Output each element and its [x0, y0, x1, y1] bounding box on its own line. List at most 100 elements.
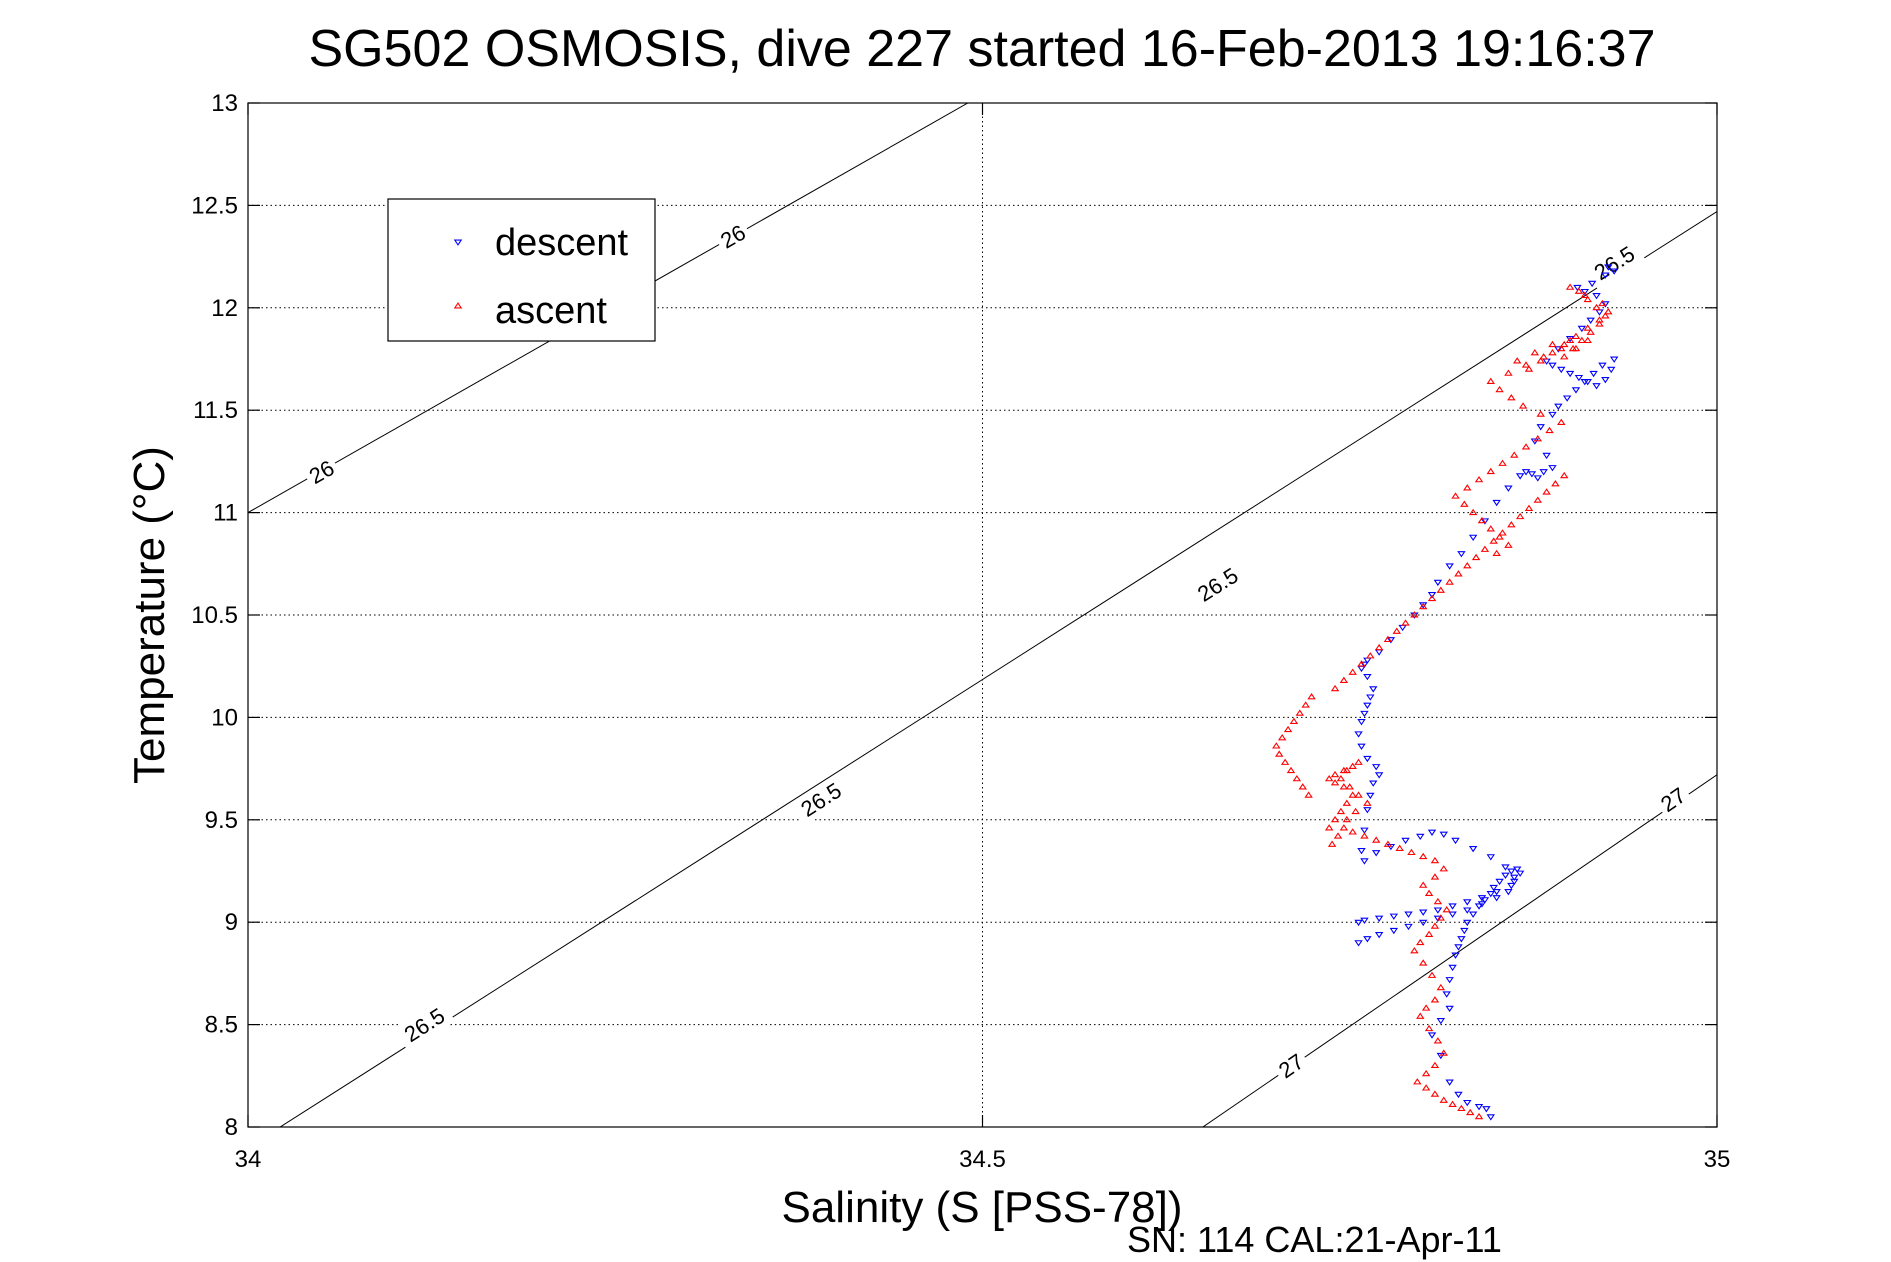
ascent-point [1457, 1104, 1466, 1112]
legend-box [387, 198, 656, 342]
ascent-point [1416, 938, 1425, 946]
ascent-point [1421, 1004, 1431, 1011]
descent-point [1442, 991, 1451, 998]
descent-point [1504, 485, 1513, 492]
ascent-point [1339, 766, 1349, 774]
ascent-point [1486, 377, 1495, 384]
ascent-point [1280, 758, 1290, 765]
descent-point [1492, 499, 1501, 507]
descent-point [1433, 579, 1443, 587]
ascent-point [1559, 340, 1569, 348]
ascent-point [1498, 459, 1507, 466]
legend-ascent-marker [453, 302, 463, 309]
ascent-point [1277, 734, 1287, 741]
ascent-point [1289, 717, 1299, 724]
descent-point [1445, 1005, 1454, 1013]
ascent-point [1330, 684, 1340, 692]
ascent-point [1410, 611, 1419, 618]
ascent-point [1339, 676, 1349, 684]
ascent-point [1421, 1069, 1431, 1077]
y-axis-label: Temperature (°C) [125, 446, 174, 784]
descent-point [1533, 475, 1543, 482]
ascent-point [1330, 770, 1340, 778]
ascent-point [1571, 332, 1581, 339]
descent-point [1486, 891, 1495, 898]
descent-point [1457, 551, 1466, 558]
descent-point [1486, 854, 1495, 861]
descent-point [1554, 403, 1563, 410]
ascent-point [1401, 619, 1410, 626]
y-tick-label: 13 [211, 90, 238, 117]
ascent-point [1360, 832, 1369, 839]
descent-point [1583, 379, 1592, 386]
ascent-point [1392, 627, 1401, 634]
ascent-point [1371, 836, 1381, 843]
descent-point [1436, 1018, 1446, 1025]
ascent-point [1536, 357, 1545, 364]
descent-point [1401, 837, 1410, 845]
descent-point [1574, 374, 1584, 382]
descent-point [1554, 346, 1563, 353]
ascent-point [1324, 774, 1334, 782]
descent-point [1548, 411, 1557, 419]
descent-point [1448, 911, 1457, 918]
descent-point [1548, 465, 1557, 472]
x-axis-ticks: 34 34.5 35 [235, 103, 1730, 1173]
x-tick-label: 34 [235, 1146, 262, 1173]
ascent-point [1345, 783, 1354, 790]
ascent-point [1418, 602, 1428, 610]
ascent-point [1433, 897, 1443, 905]
ascent-point [1383, 840, 1393, 847]
ascent-point [1418, 881, 1428, 888]
descent-point [1507, 882, 1516, 890]
ascent-point [1477, 516, 1487, 524]
ascent-point [1565, 283, 1575, 290]
ascent-point [1324, 824, 1334, 831]
descent-point [1363, 807, 1372, 814]
ascent-point [1354, 758, 1363, 765]
ascent-point [1354, 791, 1363, 798]
ascent-point [1421, 1084, 1431, 1091]
descent-point [1360, 827, 1369, 834]
ascent-point [1465, 1108, 1475, 1116]
descent-point [1371, 850, 1381, 857]
descent-point [1548, 362, 1557, 370]
descent-point [1604, 264, 1613, 271]
ascent-point [1468, 508, 1478, 516]
ascent-point [1410, 947, 1419, 954]
descent-point [1454, 1091, 1463, 1099]
ascent-point [1363, 799, 1372, 806]
descent-point [1592, 293, 1601, 300]
descent-point [1418, 919, 1428, 927]
descent-point [1601, 301, 1610, 308]
ascent-point [1580, 291, 1590, 298]
ascent-point [1357, 660, 1366, 667]
ascent-point [1439, 1049, 1448, 1056]
descent-point [1598, 362, 1607, 370]
ascent-point [1539, 353, 1548, 360]
ascent-point [1463, 484, 1472, 491]
ascent-point [1524, 365, 1534, 372]
ascent-point [1507, 394, 1516, 401]
descent-point [1357, 743, 1366, 750]
ascent-point [1557, 344, 1566, 352]
descent-point [1515, 870, 1525, 877]
ascent-point [1339, 783, 1349, 790]
ascent-point [1433, 1037, 1443, 1044]
ascent-point [1454, 570, 1463, 577]
descent-point [1468, 846, 1478, 853]
ascent-point [1559, 471, 1569, 479]
ascent-point [1592, 303, 1601, 311]
ascent-point [1307, 693, 1316, 700]
ascent-point [1495, 533, 1504, 540]
ascent-point [1504, 369, 1513, 376]
ascent-point [1495, 385, 1504, 393]
descent-point [1571, 387, 1581, 394]
ascent-point [1348, 828, 1357, 835]
descent-point [1357, 719, 1366, 726]
ascent-point [1342, 799, 1352, 806]
descent-point [1366, 792, 1375, 800]
legend: descent ascent [387, 198, 656, 342]
descent-point [1439, 831, 1448, 839]
